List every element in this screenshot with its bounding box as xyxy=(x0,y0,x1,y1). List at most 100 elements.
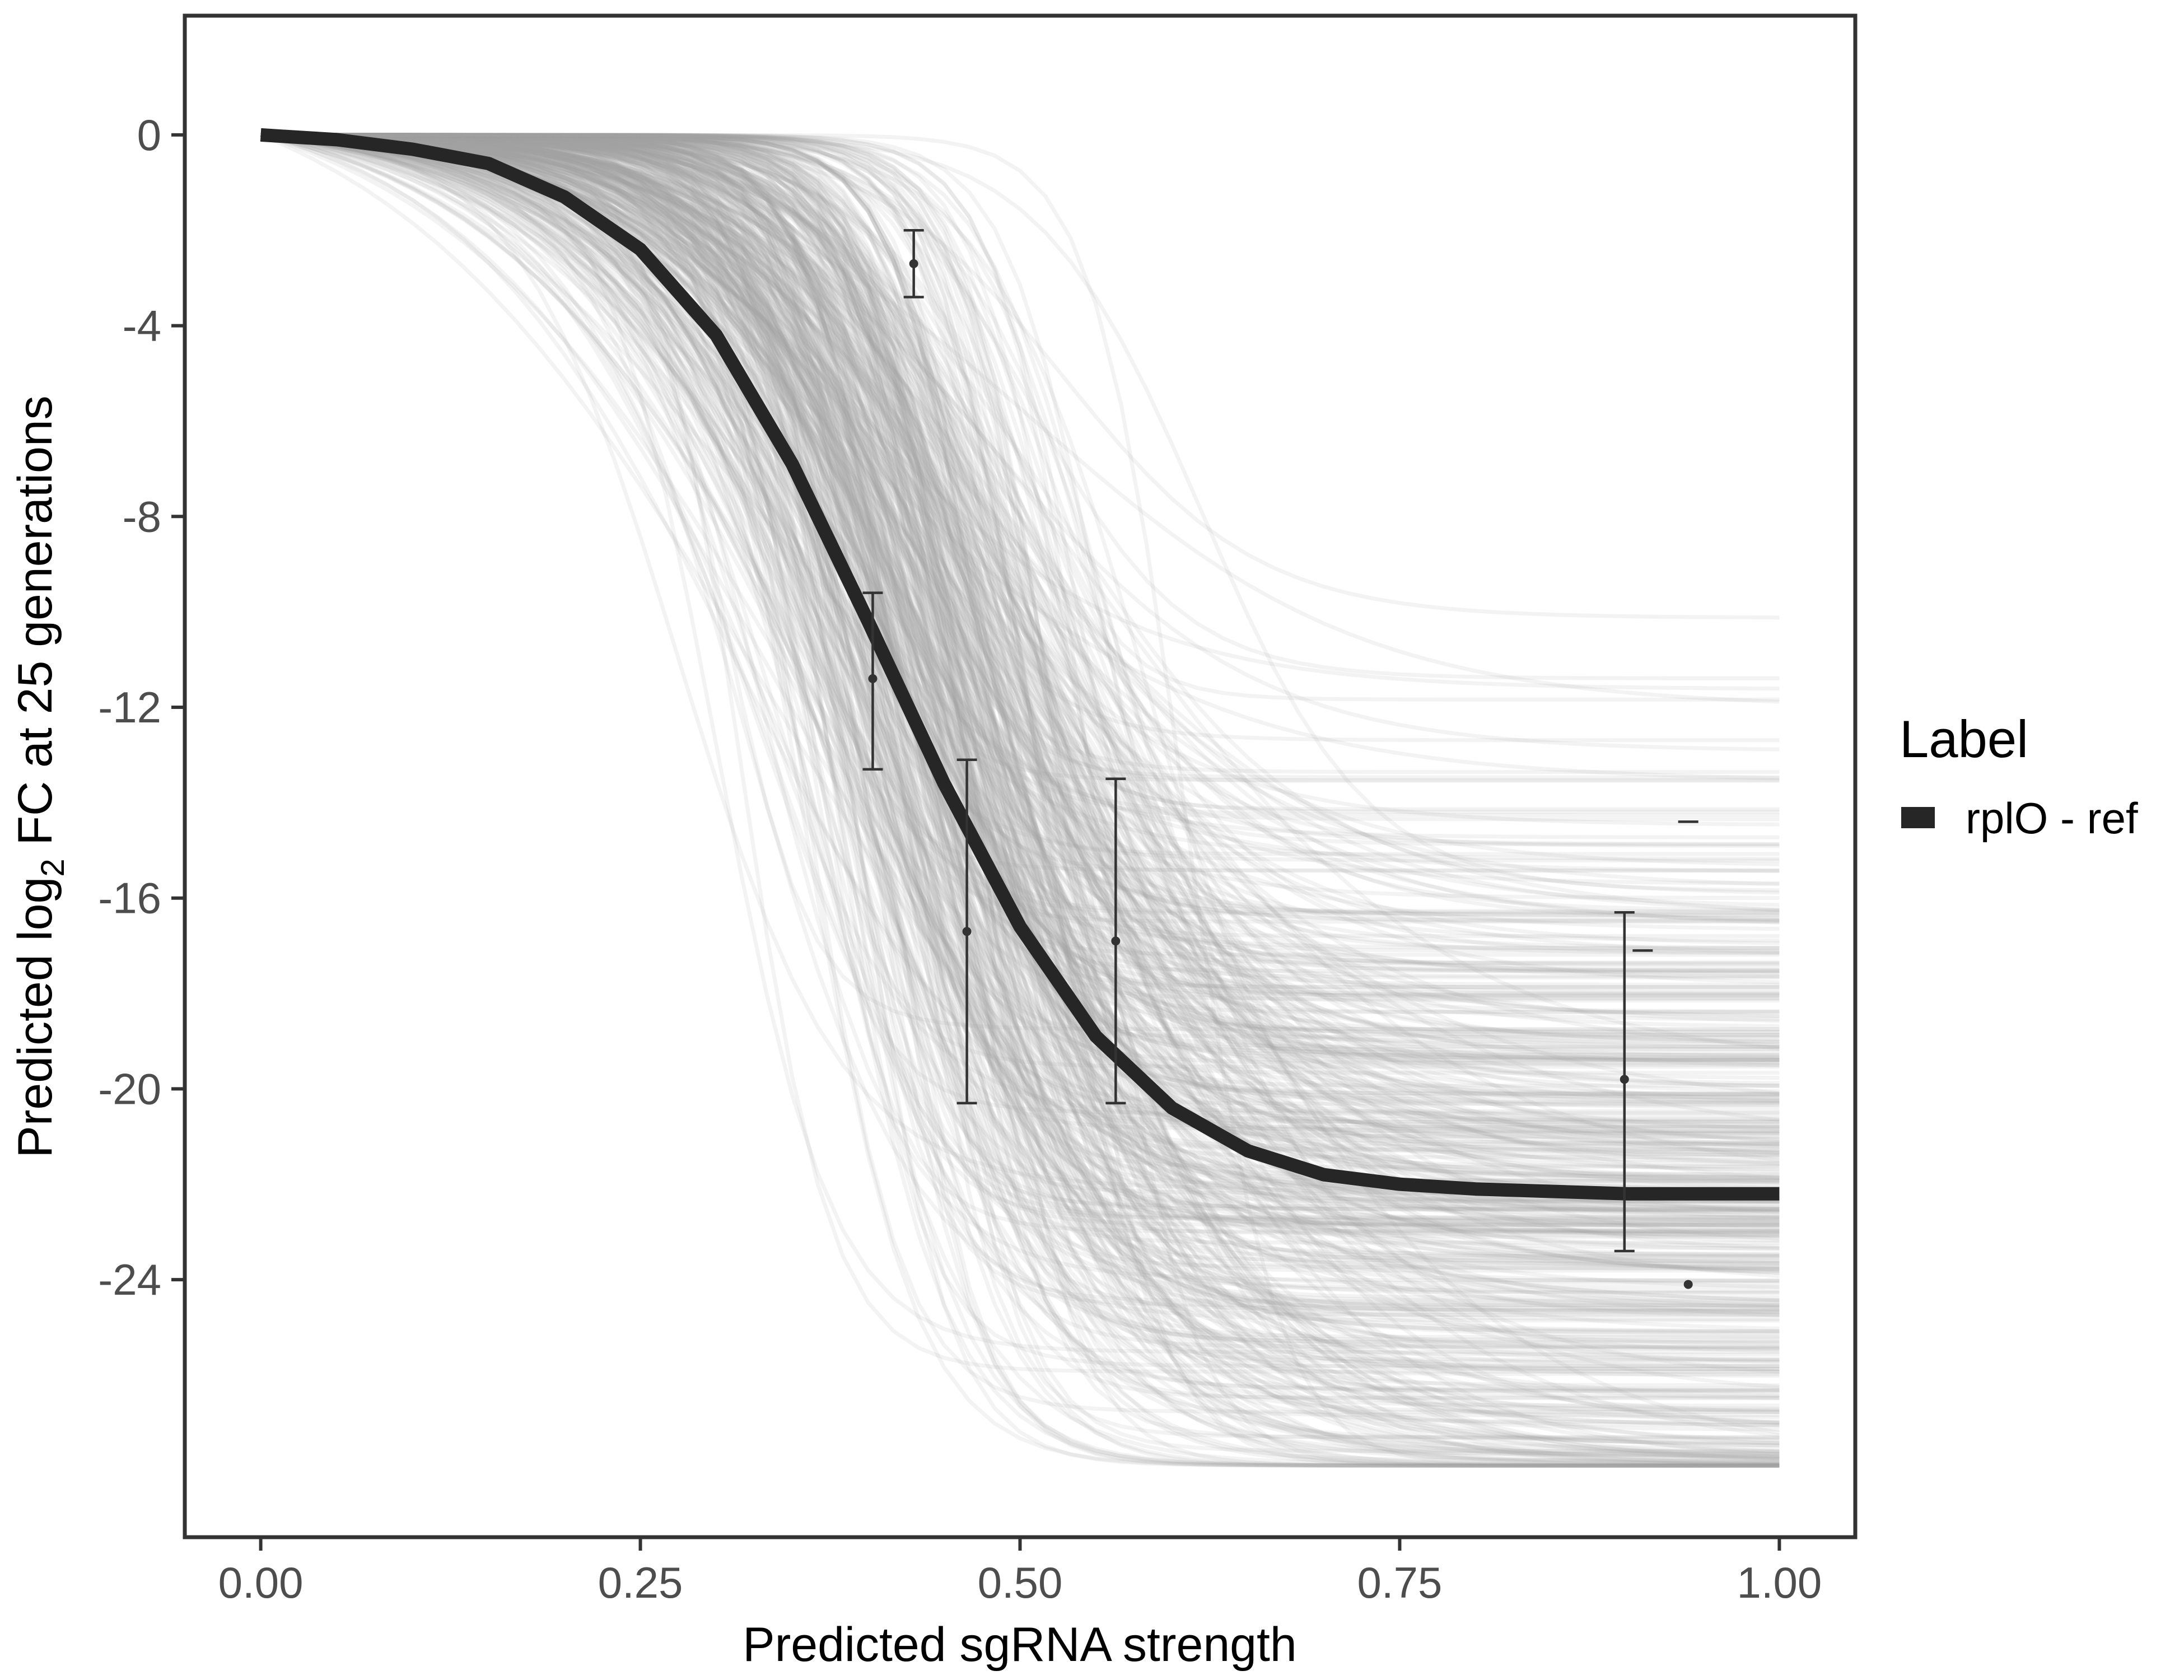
y-axis-title-main: Predicted log xyxy=(8,877,62,1158)
posterior-draw-line xyxy=(260,133,1780,893)
posterior-draw-line xyxy=(260,133,1780,1468)
posterior-draw-line xyxy=(260,133,1780,922)
posterior-draw-line xyxy=(260,133,1780,1468)
posterior-draw-line xyxy=(260,133,1780,1002)
posterior-draw-line xyxy=(260,133,1780,1466)
posterior-draw-line xyxy=(260,133,1780,1151)
posterior-draw-line xyxy=(260,133,1780,1100)
posterior-draw-line xyxy=(260,133,1780,1023)
posterior-draw-line xyxy=(260,133,1780,1113)
posterior-draw-line xyxy=(260,133,1780,1414)
posterior-draw-line xyxy=(260,133,1780,1049)
posterior-draw-line xyxy=(260,133,1780,1049)
posterior-draw-line xyxy=(260,133,1780,1248)
posterior-draw-line xyxy=(260,133,1780,1193)
posterior-draw-line xyxy=(260,133,1780,979)
legend-title: Label xyxy=(1900,710,2028,768)
posterior-draw-line xyxy=(260,133,1780,907)
posterior-draw-line xyxy=(260,133,1780,1227)
posterior-draw-line xyxy=(260,133,1780,945)
posterior-draw-line xyxy=(260,133,1780,1227)
posterior-draw-line xyxy=(260,133,1780,1412)
posterior-draw-line xyxy=(260,133,1780,1183)
posterior-draw-line xyxy=(260,133,1780,1183)
posterior-draw-line xyxy=(260,133,1780,1364)
posterior-draw-line xyxy=(260,133,1780,1208)
legend-key xyxy=(1901,807,1935,828)
posterior-draw-line xyxy=(260,133,1780,1371)
posterior-draw-line xyxy=(260,133,1780,1333)
posterior-draw-line xyxy=(260,133,1780,1122)
posterior-draw-line xyxy=(260,133,1780,1441)
posterior-draw-line xyxy=(260,133,1780,1282)
posterior-draw-line xyxy=(260,133,1780,1450)
posterior-draw-line xyxy=(260,133,1780,1212)
posterior-draw-line xyxy=(260,133,1780,1275)
fitted-curve-line xyxy=(260,128,1780,1201)
posterior-draw-line xyxy=(260,133,1780,1021)
posterior-draw-line xyxy=(260,133,1780,1467)
x-tick-label: 1.00 xyxy=(1737,1558,1822,1607)
posterior-draw-line xyxy=(260,133,1780,1468)
posterior-draw-line xyxy=(260,133,1780,1309)
posterior-draw-line xyxy=(260,133,1780,1420)
posterior-draw-line xyxy=(260,133,1780,1458)
posterior-draw-line xyxy=(260,133,1780,814)
y-tick-label: -16 xyxy=(98,874,161,923)
posterior-draw-line xyxy=(260,133,1780,1204)
posterior-draw-line xyxy=(260,133,1780,1259)
posterior-draw-line xyxy=(260,133,1780,955)
y-tick-label: -4 xyxy=(123,301,161,351)
posterior-draw-line xyxy=(260,133,1780,1401)
posterior-draw-line xyxy=(260,133,1780,1234)
posterior-draw-line xyxy=(260,133,1780,1105)
posterior-draw-line xyxy=(260,133,1780,1243)
observed-point xyxy=(962,927,972,936)
posterior-draw-line xyxy=(260,133,1780,1133)
posterior-draw-line xyxy=(260,133,1780,752)
posterior-draw-line xyxy=(260,133,1780,811)
posterior-draw-line xyxy=(260,133,1780,1427)
posterior-draw-line xyxy=(260,133,1780,1095)
posterior-draw-line xyxy=(260,133,1780,978)
posterior-draw-line xyxy=(260,133,1780,917)
posterior-draw-line xyxy=(260,133,1780,1032)
posterior-draw-line xyxy=(260,133,1780,1454)
posterior-draw-line xyxy=(260,133,1780,1307)
posterior-draw-line xyxy=(260,133,1780,1051)
posterior-draw-line xyxy=(260,133,1780,924)
posterior-draw-line xyxy=(260,133,1780,1466)
posterior-draw-line xyxy=(260,133,1780,1339)
posterior-draw-line xyxy=(260,133,1780,1289)
posterior-draw-line xyxy=(260,133,1780,1256)
posterior-draw-line xyxy=(260,133,1780,873)
observed-point xyxy=(1683,1280,1693,1289)
posterior-draw-line xyxy=(260,133,1780,1284)
posterior-draw-line xyxy=(260,133,1780,1295)
posterior-draw-line xyxy=(260,133,1780,1141)
posterior-draw-line xyxy=(260,133,1780,1414)
posterior-draw-line xyxy=(260,133,1780,1311)
posterior-draw-line xyxy=(260,133,1780,1468)
posterior-draw-line xyxy=(260,133,1780,1460)
posterior-draw-line xyxy=(260,133,1780,950)
posterior-draw-line xyxy=(260,133,1780,1368)
posterior-draw-line xyxy=(260,133,1780,1466)
posterior-draw-line xyxy=(260,133,1780,1037)
posterior-draw-line xyxy=(260,133,1780,1159)
posterior-draw-line xyxy=(260,133,1780,1134)
posterior-draw-line xyxy=(260,133,1780,704)
posterior-draw-line xyxy=(260,133,1780,856)
posterior-draw-line xyxy=(260,133,1780,1468)
posterior-draw-line xyxy=(260,133,1780,1121)
posterior-draw-line xyxy=(260,133,1780,1269)
posterior-draw-line xyxy=(260,133,1780,1314)
posterior-draw-line xyxy=(260,133,1780,1408)
posterior-draw-line xyxy=(260,133,1780,1462)
posterior-draw-line xyxy=(260,133,1780,1346)
posterior-draw-line xyxy=(260,133,1780,1285)
posterior-draw-line xyxy=(260,133,1780,1202)
posterior-draw-line xyxy=(260,133,1780,1226)
posterior-draw-line xyxy=(260,133,1780,1357)
